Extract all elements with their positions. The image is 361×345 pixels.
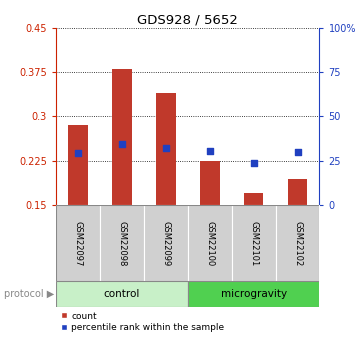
Bar — [56, 205, 100, 281]
Text: GSM22100: GSM22100 — [205, 220, 214, 266]
Bar — [112, 69, 132, 205]
Bar — [288, 179, 308, 205]
Bar — [144, 205, 188, 281]
Text: GSM22102: GSM22102 — [293, 220, 302, 266]
Bar — [100, 205, 144, 281]
Bar — [68, 125, 88, 205]
Text: GSM22099: GSM22099 — [161, 220, 170, 266]
Text: GSM22101: GSM22101 — [249, 220, 258, 266]
Text: GSM22097: GSM22097 — [73, 220, 82, 266]
Bar — [244, 194, 264, 205]
Bar — [56, 281, 188, 307]
Legend: count, percentile rank within the sample: count, percentile rank within the sample — [61, 312, 225, 332]
Text: GSM22098: GSM22098 — [117, 220, 126, 266]
Point — [295, 149, 300, 155]
Point — [207, 148, 213, 154]
Text: protocol ▶: protocol ▶ — [4, 289, 54, 299]
Point — [251, 160, 257, 165]
Text: control: control — [104, 289, 140, 299]
Title: GDS928 / 5652: GDS928 / 5652 — [137, 13, 238, 27]
Bar — [156, 93, 176, 205]
Point — [163, 145, 169, 150]
Point — [75, 150, 81, 156]
Text: microgravity: microgravity — [221, 289, 287, 299]
Bar — [200, 161, 219, 205]
Bar — [275, 205, 319, 281]
Bar — [188, 205, 232, 281]
Bar — [232, 205, 275, 281]
Bar — [188, 281, 319, 307]
Point — [119, 141, 125, 147]
